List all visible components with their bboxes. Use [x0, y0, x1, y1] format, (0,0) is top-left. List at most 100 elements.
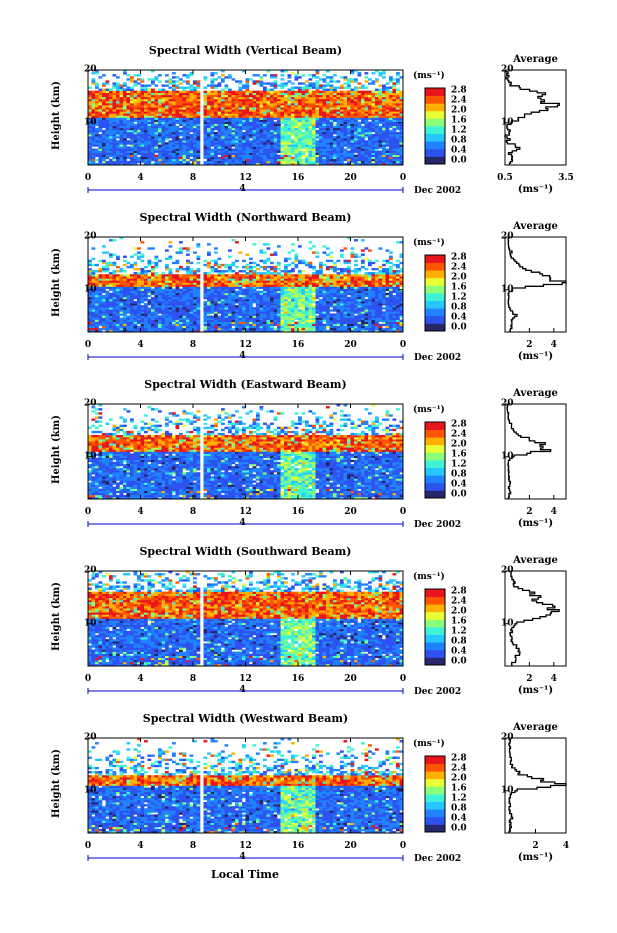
colorbar-tick-label: 2.0: [451, 274, 467, 283]
colorbar-tick-label: 0.4: [451, 815, 467, 824]
colorbar-tick-label: 1.6: [451, 117, 467, 126]
colorbar-segment: [425, 134, 445, 142]
colorbar-segment: [425, 96, 445, 104]
colorbar-segment: [425, 604, 445, 612]
colorbar-tick-label: 2.0: [451, 608, 467, 617]
colorbar-tick-label: 0.0: [451, 157, 467, 166]
x-tick-label: 0: [85, 341, 91, 350]
average-y-tick-label: 20: [501, 66, 514, 75]
colorbar-tick-label: 0.4: [451, 314, 467, 323]
y-axis-label: Height (km): [52, 415, 62, 484]
colorbar-segment: [425, 103, 445, 111]
average-y-tick-label: 10: [501, 786, 514, 795]
average-y-tick-label: 20: [501, 233, 514, 242]
x-tick-label: 8: [190, 842, 196, 851]
colorbar-segment: [425, 635, 445, 643]
colorbar-segment: [425, 809, 445, 817]
x-tick-label: 0: [400, 842, 406, 851]
x-tick-label: 0: [400, 174, 406, 183]
colorbar-segment: [425, 756, 445, 764]
day-label: 4: [239, 519, 245, 528]
x-tick-label: 16: [292, 675, 305, 684]
x-tick-label: 4: [137, 341, 143, 350]
colorbar-segment: [425, 657, 445, 665]
x-tick-label: 12: [239, 675, 252, 684]
colorbar-tick-label: 2.0: [451, 441, 467, 450]
average-y-tick-label: 10: [501, 452, 514, 461]
x-tick-label: 12: [239, 174, 252, 183]
average-x-tick-label: 2: [526, 508, 532, 517]
colorbar-segment: [425, 619, 445, 627]
colorbar-segment: [425, 263, 445, 271]
colorbar-tick-label: 2.4: [451, 97, 467, 106]
colorbar-tick-label: 2.4: [451, 264, 467, 273]
x-tick-label: 20: [344, 675, 357, 684]
average-title: Average: [513, 556, 558, 566]
y-axis-label: Height (km): [52, 81, 62, 150]
average-x-tick-label: 2: [526, 341, 532, 350]
colorbar-segment: [425, 612, 445, 620]
colorbar-tick-label: 0.0: [451, 825, 467, 834]
date-label: Dec 2002: [414, 688, 461, 697]
x-tick-label: 0: [85, 842, 91, 851]
y-tick-label: 10: [84, 118, 97, 127]
colorbar-tick-label: 0.0: [451, 658, 467, 667]
day-label: 4: [239, 352, 245, 361]
colorbar-tick-label: 1.2: [451, 294, 467, 303]
x-tick-label: 4: [137, 675, 143, 684]
colorbar-segment: [425, 627, 445, 635]
colorbar-unit: (ms⁻¹): [413, 573, 445, 582]
colorbar-segment: [425, 255, 445, 263]
colorbar-segment: [425, 118, 445, 126]
colorbar-segment: [425, 597, 445, 605]
average-title: Average: [513, 389, 558, 399]
colorbar-tick-label: 2.0: [451, 107, 467, 116]
colorbar-segment: [425, 430, 445, 438]
panel-title: Spectral Width (Vertical Beam): [149, 45, 342, 56]
colorbar-tick-label: 1.2: [451, 461, 467, 470]
panel-title: Spectral Width (Northward Beam): [140, 212, 352, 223]
colorbar-segment: [425, 475, 445, 483]
date-label: Dec 2002: [414, 521, 461, 530]
colorbar-segment: [425, 285, 445, 293]
x-tick-label: 16: [292, 842, 305, 851]
x-tick-label: 20: [344, 174, 357, 183]
average-x-label: (ms⁻¹): [518, 519, 553, 529]
day-label: 4: [239, 185, 245, 194]
x-tick-label: 8: [190, 675, 196, 684]
average-x-tick-label: 2: [526, 675, 532, 684]
y-axis-label: Height (km): [52, 582, 62, 651]
colorbar-tick-label: 1.6: [451, 618, 467, 627]
colorbar-segment: [425, 88, 445, 96]
average-x-label: (ms⁻¹): [518, 185, 553, 195]
colorbar-segment: [425, 278, 445, 286]
colorbar-tick-label: 1.6: [451, 451, 467, 460]
colorbar-segment: [425, 779, 445, 787]
x-tick-label: 0: [400, 341, 406, 350]
average-x-tick-label: 2: [532, 842, 538, 851]
colorbar-tick-label: 2.4: [451, 765, 467, 774]
colorbar-tick-label: 0.0: [451, 324, 467, 333]
colorbar-segment: [425, 589, 445, 597]
colorbar-tick-label: 1.6: [451, 785, 467, 794]
colorbar-tick-label: 0.8: [451, 471, 467, 480]
colorbar-segment: [425, 460, 445, 468]
x-tick-label: 0: [400, 675, 406, 684]
average-title: Average: [513, 723, 558, 733]
colorbar-tick-label: 0.4: [451, 481, 467, 490]
panel-title: Spectral Width (Southward Beam): [139, 546, 351, 557]
x-tick-label: 0: [85, 508, 91, 517]
y-tick-label: 20: [84, 233, 97, 242]
colorbar-segment: [425, 650, 445, 658]
date-label: Dec 2002: [414, 187, 461, 196]
x-tick-label: 12: [239, 842, 252, 851]
colorbar-tick-label: 2.4: [451, 598, 467, 607]
x-tick-label: 4: [137, 508, 143, 517]
colorbar-segment: [425, 301, 445, 309]
colorbar-segment: [425, 270, 445, 278]
average-x-label: (ms⁻¹): [518, 853, 553, 863]
colorbar-segment: [425, 483, 445, 491]
colorbar-unit: (ms⁻¹): [413, 72, 445, 81]
x-tick-label: 4: [137, 842, 143, 851]
colorbar-segment: [425, 764, 445, 772]
